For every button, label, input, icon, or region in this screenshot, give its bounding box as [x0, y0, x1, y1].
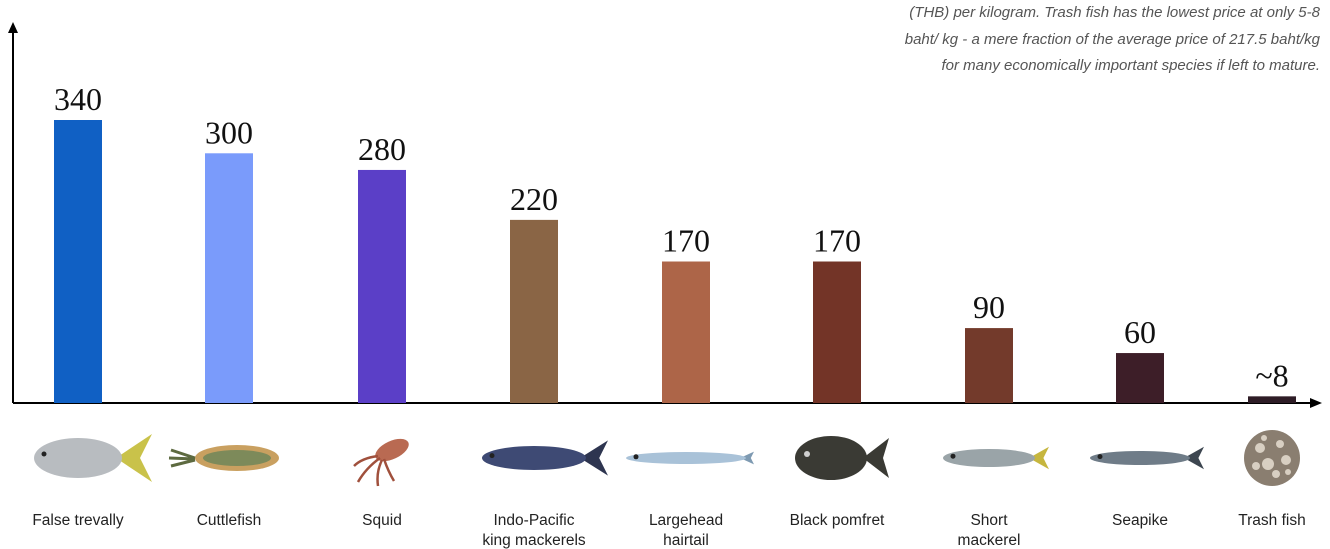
bar-largehead-hairtail	[662, 261, 710, 403]
bar-cuttlefish	[205, 153, 253, 403]
note-line-1: (THB) per kilogram. Trash fish has the l…	[909, 4, 1320, 21]
category-label-largehead-hairtail: Largehead hairtail	[649, 512, 723, 549]
x-axis-arrow-icon	[1310, 398, 1322, 408]
category-label-false-trevally: False trevally	[32, 512, 124, 529]
chart-note: (THB) per kilogram. Trash fish has the l…	[620, 0, 1320, 80]
value-label-largehead-hairtail: 170	[662, 223, 710, 259]
value-label-trash-fish: ~8	[1255, 357, 1288, 393]
bar-trash-fish	[1248, 396, 1296, 403]
value-label-seapike: 60	[1124, 314, 1156, 350]
value-label-false-trevally: 340	[54, 81, 102, 117]
category-label-black-pomfret: Black pomfret	[790, 512, 885, 529]
cuttlefish-icon	[168, 445, 279, 471]
bar-short-mackerel	[965, 328, 1013, 403]
king-mackerel-fish-icon	[482, 440, 608, 476]
hairtail-fish-icon	[626, 451, 754, 465]
category-labels-group: False trevally Cuttlefish Squid Indo-Pacifi…	[32, 512, 1305, 549]
black-pomfret-fish-icon	[795, 436, 889, 480]
bar-seapike	[1116, 353, 1164, 403]
note-line-3: for many economically important species …	[941, 57, 1321, 74]
value-label-cuttlefish: 300	[205, 114, 253, 150]
category-label-indo-pacific-king-mackerels: Indo-Pacific king mackerels	[482, 512, 586, 549]
category-label-seapike: Seapike	[1112, 512, 1168, 529]
bar-black-pomfret	[813, 261, 861, 403]
y-axis-arrow-icon	[8, 22, 18, 33]
seapike-fish-icon	[1090, 446, 1204, 470]
category-label-squid: Squid	[362, 512, 402, 529]
bar-squid	[358, 169, 406, 403]
value-labels-group: 340 300 280 220 170 170 90 60 ~8	[54, 81, 1289, 393]
trash-fish-pile-icon	[1244, 430, 1300, 486]
value-label-short-mackerel: 90	[973, 289, 1005, 325]
false-trevally-fish-icon	[34, 434, 152, 482]
bars-group	[54, 120, 1296, 403]
short-mackerel-fish-icon	[943, 446, 1049, 470]
squid-icon	[353, 438, 409, 487]
bar-false-trevally	[54, 120, 102, 403]
category-label-short-mackerel: Short mackerel	[958, 512, 1021, 549]
value-label-indo-pacific-king-mackerels: 220	[510, 181, 558, 217]
value-label-black-pomfret: 170	[813, 223, 861, 259]
note-line-2: baht/ kg - a mere fraction of the averag…	[904, 30, 1320, 48]
bar-indo-pacific-king-mackerels	[510, 219, 558, 403]
category-label-trash-fish: Trash fish	[1238, 512, 1305, 529]
category-label-cuttlefish: Cuttlefish	[197, 512, 262, 529]
value-label-squid: 280	[358, 131, 406, 167]
category-icons-group	[34, 430, 1300, 487]
